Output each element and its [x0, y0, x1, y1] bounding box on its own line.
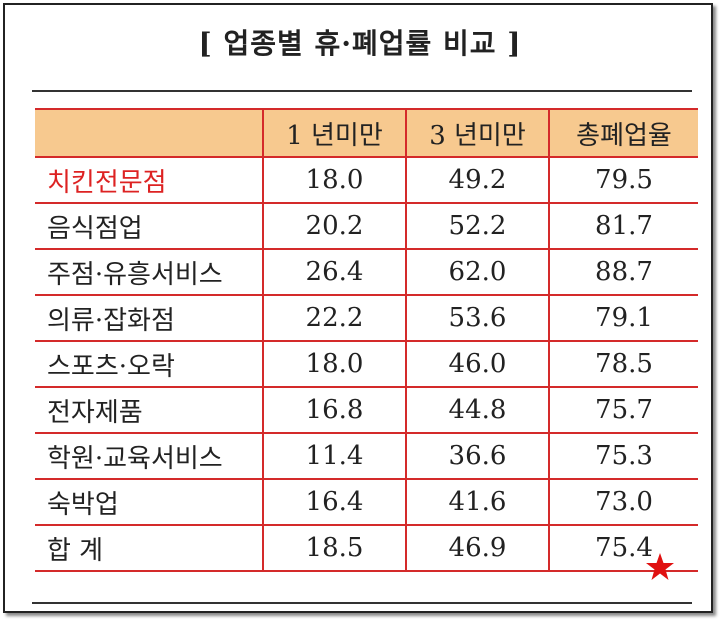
rule	[32, 90, 692, 92]
header-cell: 1 년미만	[262, 108, 407, 158]
cell: 52.2	[405, 202, 550, 250]
cell: 18.0	[262, 340, 407, 388]
cell: 22.2	[262, 294, 407, 342]
header-cell: 3 년미만	[405, 108, 550, 158]
cell: 18.5	[262, 524, 407, 572]
cell: 16.4	[262, 478, 407, 526]
cell: 46.0	[405, 340, 550, 388]
row-label: 치킨전문점	[35, 156, 264, 204]
table-row: 학원·교육서비스 11.4 36.6 75.3	[35, 432, 698, 480]
cell: 75.4	[548, 524, 698, 572]
table-row: 주점·유흥서비스 26.4 62.0 88.7	[35, 248, 698, 296]
table-row: 의류·잡화점 22.2 53.6 79.1	[35, 294, 698, 342]
table: 1 년미만 3 년미만 총폐업율 치킨전문점 18.0 49.2 79.5 음식점업 20.2 5…	[35, 108, 698, 572]
title: [ 업종별 휴·폐업률 비교 ]	[198, 27, 522, 60]
cell: 41.6	[405, 478, 550, 526]
row-label: 스포츠·오락	[35, 340, 264, 388]
cell: 73.0	[548, 478, 698, 526]
cell: 79.1	[548, 294, 698, 342]
header-cell: 총폐업율	[548, 108, 698, 158]
table-row: 숙박업 16.4 41.6 73.0	[35, 478, 698, 526]
cell: 18.0	[262, 156, 407, 204]
cell: 78.5	[548, 340, 698, 388]
cell: 62.0	[405, 248, 550, 296]
rule	[32, 602, 692, 604]
table-row: 스포츠·오락 18.0 46.0 78.5	[35, 340, 698, 388]
row-label: 학원·교육서비스	[35, 432, 264, 480]
header-cell	[35, 108, 264, 158]
cell: 16.8	[262, 386, 407, 434]
row-label: 음식점업	[35, 202, 264, 250]
cell: 46.9	[405, 524, 550, 572]
star-icon	[646, 553, 674, 580]
cell: 81.7	[548, 202, 698, 250]
cell: 36.6	[405, 432, 550, 480]
cell: 88.7	[548, 248, 698, 296]
row-label: 전자제품	[35, 386, 264, 434]
cell: 49.2	[405, 156, 550, 204]
cell: 20.2	[262, 202, 407, 250]
cell: 11.4	[262, 432, 407, 480]
row-label: 숙박업	[35, 478, 264, 526]
table-row: 치킨전문점 18.0 49.2 79.5	[35, 156, 698, 204]
cell: 53.6	[405, 294, 550, 342]
header-row: 1 년미만 3 년미만 총폐업율	[35, 108, 698, 158]
table-row: 전자제품 16.8 44.8 75.7	[35, 386, 698, 434]
cell: 79.5	[548, 156, 698, 204]
cell: 75.3	[548, 432, 698, 480]
row-label: 의류·잡화점	[35, 294, 264, 342]
cell: 75.7	[548, 386, 698, 434]
cell: 26.4	[262, 248, 407, 296]
row-label: 합 계	[35, 524, 264, 572]
cell: 44.8	[405, 386, 550, 434]
row-label: 주점·유흥서비스	[35, 248, 264, 296]
table-row: 음식점업 20.2 52.2 81.7	[35, 202, 698, 250]
table-row: 합 계 18.5 46.9 75.4	[35, 524, 698, 572]
